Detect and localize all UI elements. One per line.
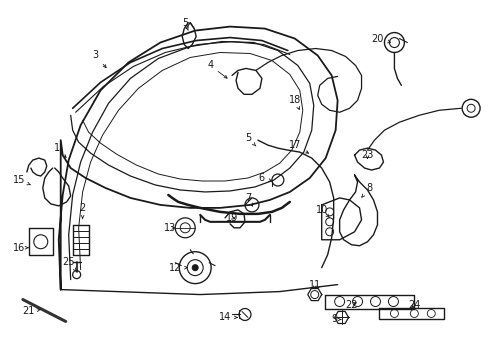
Text: 19: 19: [225, 213, 238, 223]
Text: 25: 25: [62, 257, 77, 272]
Text: 11: 11: [308, 280, 320, 289]
Text: 10: 10: [315, 205, 329, 218]
Text: 12: 12: [169, 263, 187, 273]
Text: 1: 1: [54, 143, 66, 157]
Text: 21: 21: [22, 306, 41, 316]
Text: 6: 6: [258, 173, 271, 183]
Text: 18: 18: [288, 95, 300, 109]
Circle shape: [192, 265, 198, 271]
Text: 4: 4: [206, 60, 226, 78]
Text: 24: 24: [407, 300, 420, 310]
Text: 22: 22: [345, 300, 357, 310]
Text: 13: 13: [164, 223, 176, 233]
Text: 14: 14: [219, 312, 237, 323]
Text: 20: 20: [370, 33, 390, 44]
Text: 5: 5: [244, 133, 255, 146]
Text: 3: 3: [92, 50, 106, 68]
Text: 2: 2: [80, 203, 85, 219]
Text: 9: 9: [331, 314, 340, 324]
Text: 17: 17: [288, 140, 308, 153]
Text: 15: 15: [13, 175, 30, 185]
Text: 5: 5: [182, 18, 188, 30]
Text: 16: 16: [13, 243, 28, 253]
Text: 7: 7: [244, 193, 252, 206]
Text: 8: 8: [361, 183, 372, 197]
Text: 23: 23: [361, 150, 373, 160]
